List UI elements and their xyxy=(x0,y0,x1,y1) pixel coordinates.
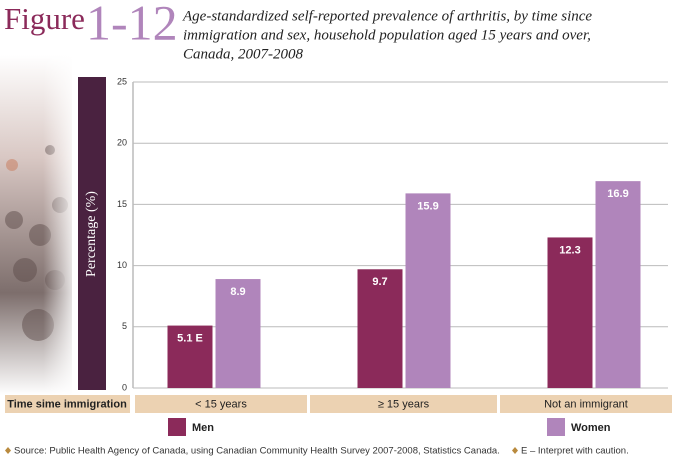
x-axis-label: Time sime immigration xyxy=(7,398,127,410)
category-box xyxy=(310,395,497,413)
title-line: immigration and sex, household populatio… xyxy=(183,27,591,43)
y-tick-label: 5 xyxy=(122,321,127,331)
bar xyxy=(215,279,261,388)
footnote: E – Interpret with caution. xyxy=(521,446,629,457)
bar xyxy=(167,325,213,388)
legend-swatch xyxy=(168,418,186,436)
y-tick-label: 15 xyxy=(117,199,127,209)
x-tick-label: Not an immigrant xyxy=(544,398,628,410)
value-label: 9.7 xyxy=(372,276,387,288)
y-tick-label: 0 xyxy=(122,382,127,392)
footnote: Source: Public Health Agency of Canada, … xyxy=(14,446,500,457)
x-tick-label: ≥ 15 years xyxy=(378,398,430,410)
category-box xyxy=(135,395,307,413)
value-label: 5.1 E xyxy=(177,332,203,344)
legend-label: Men xyxy=(192,422,214,434)
bar xyxy=(595,181,641,388)
y-tick-label: 20 xyxy=(117,138,127,148)
y-tick-label: 25 xyxy=(117,76,127,86)
title-line: Canada, 2007-2008 xyxy=(183,46,304,62)
bar xyxy=(357,269,403,388)
title-line: Age-standardized self-reported prevalenc… xyxy=(182,8,592,24)
legend-label: Women xyxy=(571,422,611,434)
y-label-band xyxy=(78,77,106,390)
legend-swatch xyxy=(547,418,565,436)
value-label: 12.3 xyxy=(559,244,580,256)
value-label: 16.9 xyxy=(607,188,628,200)
x-label-box xyxy=(5,395,130,413)
value-label: 15.9 xyxy=(417,200,438,212)
bar xyxy=(405,193,451,388)
figure-label: Figure xyxy=(4,1,85,36)
x-tick-label: < 15 years xyxy=(195,398,247,410)
category-box xyxy=(500,395,672,413)
value-label: 8.9 xyxy=(230,286,245,298)
bar xyxy=(547,237,593,388)
y-tick-label: 10 xyxy=(117,260,127,270)
photo-fade xyxy=(0,55,72,395)
y-axis-label: Percentage (%) xyxy=(84,191,99,277)
figure-number: 1-12 xyxy=(86,0,178,50)
footnote-bullets xyxy=(5,447,518,454)
